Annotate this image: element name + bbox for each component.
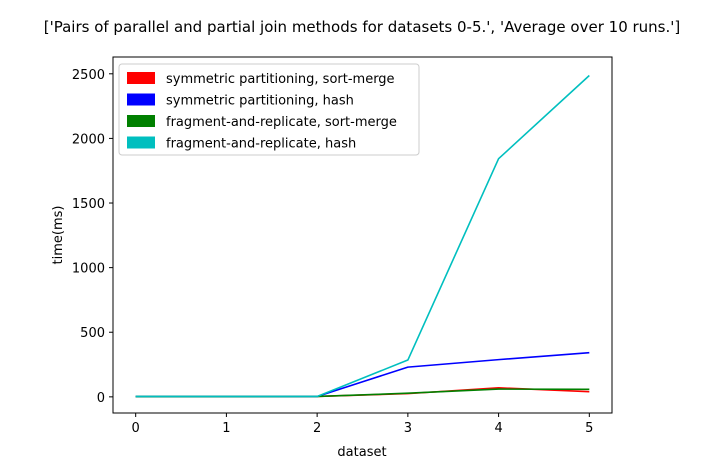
x-tick-label: 5 [585, 421, 593, 436]
legend-label: symmetric partitioning, hash [166, 94, 354, 109]
chart-title: ['Pairs of parallel and partial join met… [44, 18, 681, 36]
x-axis: 0 1 2 3 4 5 [132, 413, 593, 436]
legend-label: symmetric partitioning, sort-merge [166, 72, 395, 87]
legend-label: fragment-and-replicate, sort-merge [166, 115, 397, 130]
x-axis-label: dataset [337, 445, 386, 460]
series-line-3 [135, 388, 590, 398]
x-tick-label: 0 [132, 421, 140, 436]
y-axis: 0 500 1000 1500 2000 2500 [72, 68, 113, 406]
x-tick-label: 3 [404, 421, 412, 436]
y-axis-label: time(ms) [51, 206, 66, 265]
series-line-2 [135, 351, 590, 398]
y-tick-label: 2500 [72, 68, 105, 83]
x-tick-label: 1 [222, 421, 230, 436]
y-tick-label: 1500 [72, 197, 105, 212]
legend-swatch [127, 115, 155, 127]
y-tick-label: 0 [97, 391, 105, 406]
legend-swatch [127, 72, 155, 84]
legend-swatch [127, 136, 155, 149]
series-line-4 [135, 74, 590, 398]
y-tick-label: 500 [80, 326, 105, 341]
legend-swatch [127, 93, 155, 106]
series-lines [135, 74, 590, 398]
legend-label: fragment-and-replicate, hash [166, 137, 356, 152]
y-tick-label: 2000 [72, 132, 105, 147]
plot-frame [112, 56, 613, 414]
x-tick-label: 2 [313, 421, 321, 436]
legend: symmetric partitioning, sort-merge symmet… [118, 63, 420, 156]
legend-frame [118, 63, 420, 156]
x-tick-label: 4 [494, 421, 502, 436]
y-tick-label: 1000 [72, 262, 105, 277]
